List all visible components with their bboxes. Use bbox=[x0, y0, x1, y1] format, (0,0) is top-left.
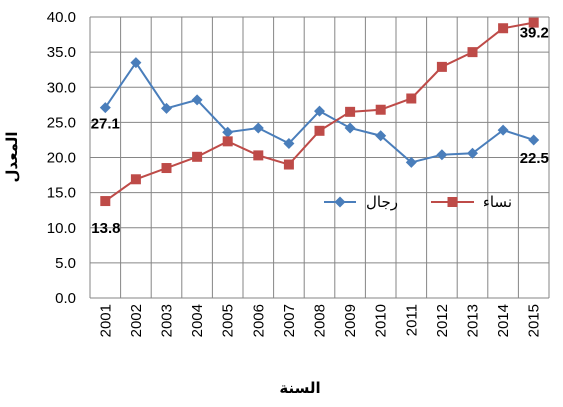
data-point bbox=[192, 151, 203, 162]
x-tick-label: 2008 bbox=[312, 304, 329, 337]
data-point bbox=[99, 102, 111, 114]
data-point bbox=[375, 130, 387, 142]
data-point bbox=[191, 94, 203, 106]
y-tick-label: 40.0 bbox=[47, 9, 76, 26]
data-point bbox=[405, 156, 417, 168]
x-tick-label: 2009 bbox=[342, 304, 359, 337]
x-tick-label: 2001 bbox=[97, 304, 114, 337]
data-point bbox=[161, 102, 172, 114]
y-tick-label: 30.0 bbox=[47, 79, 76, 96]
data-point bbox=[253, 150, 264, 161]
data-point bbox=[498, 23, 509, 34]
data-point bbox=[283, 159, 294, 170]
legend-label: رجال bbox=[366, 194, 398, 211]
legend-label: نساء bbox=[483, 194, 512, 211]
y-tick-label: 35.0 bbox=[47, 44, 76, 61]
x-axis-title: السنة bbox=[279, 380, 320, 397]
x-tick-label: 2011 bbox=[403, 304, 420, 336]
series-group bbox=[99, 17, 540, 207]
data-point bbox=[375, 104, 386, 115]
x-tick-labels: 2001 2002 2003 2004 2005 2006 2007 2008 2009 2010… bbox=[97, 304, 542, 337]
data-point bbox=[130, 174, 141, 185]
legend-marker bbox=[447, 197, 458, 207]
y-tick-label: 20.0 bbox=[47, 150, 76, 167]
data-point bbox=[314, 105, 325, 117]
y-axis-title: المعدل bbox=[4, 132, 21, 183]
data-point bbox=[467, 47, 478, 58]
data-point bbox=[344, 122, 356, 134]
data-point bbox=[406, 93, 417, 104]
data-point bbox=[345, 106, 356, 117]
data-label: 39.2 bbox=[520, 25, 549, 42]
data-point bbox=[314, 125, 325, 136]
data-point bbox=[467, 147, 478, 159]
data-point bbox=[283, 137, 295, 149]
y-tick-label: 10.0 bbox=[47, 220, 76, 237]
legend: رجال نساء bbox=[324, 194, 512, 211]
data-point bbox=[528, 17, 539, 28]
data-point bbox=[161, 163, 172, 174]
x-tick-label: 2004 bbox=[189, 304, 206, 337]
x-tick-label: 2013 bbox=[465, 304, 482, 337]
x-tick-label: 2014 bbox=[495, 304, 512, 337]
data-point bbox=[528, 134, 540, 146]
data-point bbox=[100, 196, 111, 207]
y-tick-label: 0.0 bbox=[55, 290, 76, 307]
data-point bbox=[252, 122, 264, 134]
data-label: 22.5 bbox=[520, 150, 549, 167]
data-point bbox=[130, 57, 142, 69]
x-tick-label: 2010 bbox=[373, 304, 390, 337]
data-point bbox=[436, 149, 448, 161]
x-tick-label: 2007 bbox=[281, 304, 298, 337]
y-tick-label: 15.0 bbox=[47, 185, 76, 202]
data-label: 13.8 bbox=[91, 220, 120, 237]
data-point bbox=[222, 136, 233, 147]
data-point bbox=[222, 126, 234, 138]
data-point bbox=[436, 61, 447, 72]
x-tick-label: 2015 bbox=[526, 304, 543, 337]
y-tick-labels: 0.0 5.0 10.0 15.0 20.0 25.0 30.0 35.0 40.0 bbox=[47, 9, 76, 307]
x-tick-label: 2005 bbox=[220, 304, 237, 337]
axes bbox=[89, 16, 550, 299]
y-tick-label: 25.0 bbox=[47, 114, 76, 131]
x-tick-label: 2002 bbox=[128, 304, 145, 337]
data-label: 27.1 bbox=[91, 116, 120, 133]
data-labels: 27.1 13.8 39.2 22.5 bbox=[91, 25, 549, 237]
x-tick-label: 2006 bbox=[250, 304, 267, 337]
x-tick-label: 2012 bbox=[434, 304, 451, 337]
data-point bbox=[497, 124, 509, 136]
y-tick-label: 5.0 bbox=[55, 255, 76, 272]
legend-marker bbox=[334, 196, 346, 208]
grid-lines bbox=[90, 16, 549, 298]
x-tick-label: 2003 bbox=[159, 304, 176, 337]
